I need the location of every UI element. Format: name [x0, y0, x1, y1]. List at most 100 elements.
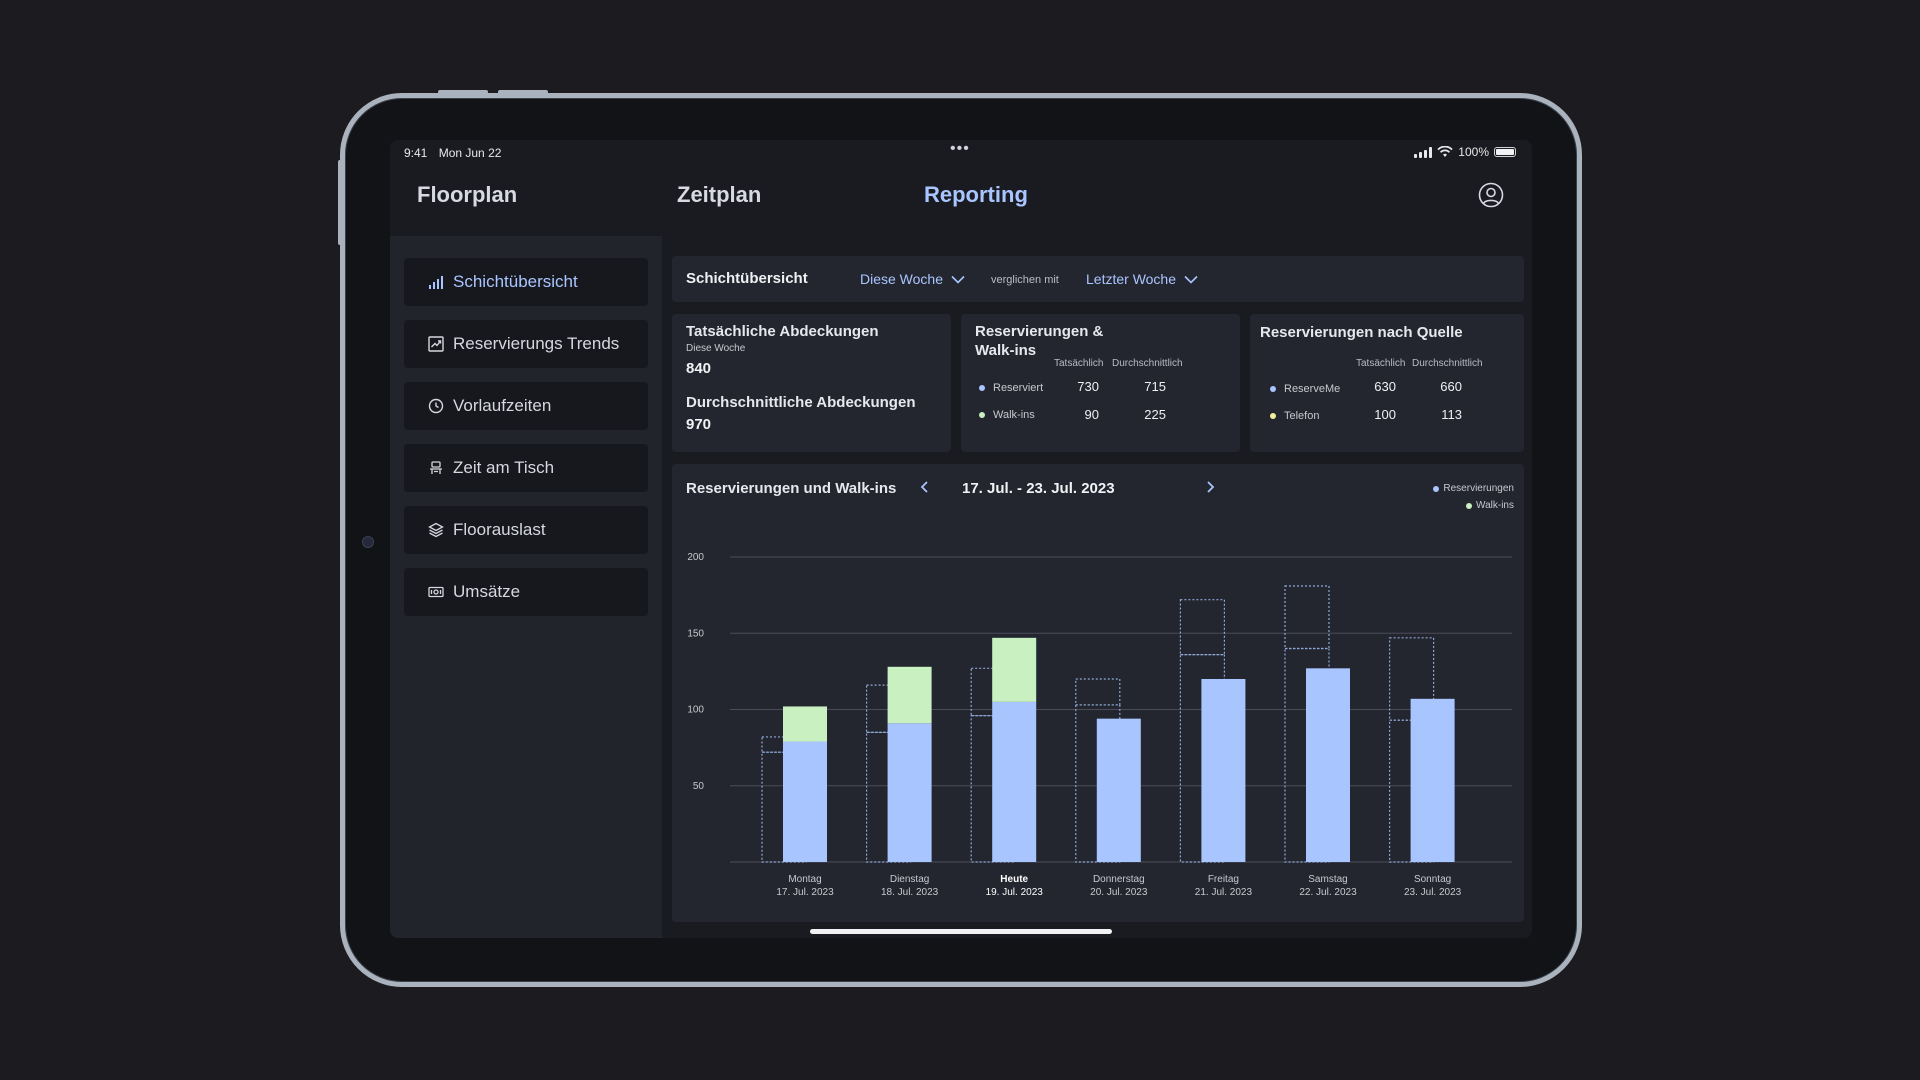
- sidebar-item-reservierungs-trends[interactable]: Reservierungs Trends: [404, 320, 648, 368]
- sidebar: Schichtübersicht Reservierungs Trends Vo…: [390, 236, 662, 938]
- profile-icon[interactable]: [1478, 182, 1504, 208]
- x-tick-label-date: 22. Jul. 2023: [1299, 887, 1357, 898]
- compare-label: verglichen mit: [991, 274, 1059, 286]
- compare-value: Letzter Woche: [1086, 271, 1177, 287]
- covers-card: Tatsächliche Abdeckungen Diese Woche 840…: [672, 314, 951, 452]
- trend-chart-icon: [428, 336, 444, 352]
- chart-panel: Reservierungen und Walk-ins 17. Jul. - 2…: [672, 464, 1524, 922]
- comparison-walkins-outline: [1075, 678, 1121, 706]
- legend-item-walkins: Walk-ins: [1433, 497, 1514, 514]
- wifi-icon: [1437, 146, 1453, 157]
- table-chairs-icon: [430, 461, 442, 474]
- status-time: 9:41: [404, 146, 428, 160]
- row-value-average: 715: [1144, 379, 1166, 394]
- legend-label: Reservierungen: [1443, 483, 1514, 494]
- row-label: ReserveMe: [1284, 383, 1341, 395]
- sidebar-item-label: Vorlaufzeiten: [453, 396, 552, 415]
- chevron-down-icon: [951, 275, 965, 284]
- row-value-average: 660: [1440, 379, 1462, 394]
- reservations-walkins-card: Reservierungen & Walk-ins Tatsächlich Du…: [961, 314, 1240, 452]
- dot-walkins: [979, 412, 985, 418]
- filter-bar: Schichtübersicht Diese Woche verglichen …: [672, 256, 1524, 302]
- bar-reservierungen: [1096, 718, 1141, 862]
- status-bar: 9:41 Mon Jun 22 ••• 100%: [390, 140, 1532, 164]
- bar-reservierungen: [1306, 668, 1350, 862]
- sidebar-item-floorauslast[interactable]: Floorauslast: [404, 506, 648, 554]
- row-value-actual: 100: [1374, 407, 1396, 422]
- period-value: Diese Woche: [860, 271, 944, 287]
- x-tick-label-day: Dienstag: [890, 874, 929, 885]
- layers-icon: [428, 522, 444, 538]
- x-tick-label-date: 20. Jul. 2023: [1090, 887, 1148, 898]
- actual-covers-subtitle: Diese Woche: [686, 343, 746, 354]
- legend-dot: [1433, 485, 1440, 492]
- y-tick-label: 50: [693, 781, 705, 792]
- sidebar-item-label: Zeit am Tisch: [453, 458, 555, 477]
- cellular-signal-icon: [1414, 146, 1433, 158]
- card-title-line1: Reservierungen &: [975, 323, 1104, 340]
- x-tick-label-day: Samstag: [1308, 874, 1347, 885]
- volume-button: [498, 90, 548, 94]
- tab-floorplan[interactable]: Floorplan: [417, 182, 518, 207]
- clock-icon: [428, 398, 444, 414]
- sidebar-item-vorlaufzeiten[interactable]: Vorlaufzeiten: [404, 382, 648, 430]
- cash-icon: [428, 586, 444, 598]
- sidebar-item-zeit-am-tisch[interactable]: Zeit am Tisch: [404, 444, 648, 492]
- bar-walkins: [887, 666, 932, 724]
- row-label: Reserviert: [993, 382, 1044, 394]
- compare-dropdown[interactable]: Letzter Woche: [1086, 271, 1198, 287]
- column-header-actual: Tatsächlich: [1054, 358, 1104, 369]
- filter-title: Schichtübersicht: [686, 270, 808, 287]
- chevron-right-icon[interactable]: [1200, 477, 1220, 497]
- x-tick-label-date: 23. Jul. 2023: [1404, 887, 1462, 898]
- x-tick-label-day: Donnerstag: [1093, 874, 1145, 885]
- row-value-actual: 90: [1084, 407, 1099, 422]
- bar-reservierungen: [783, 741, 827, 862]
- sidebar-item-schichtuebersicht[interactable]: Schichtübersicht: [404, 258, 648, 306]
- row-label: Walk-ins: [993, 409, 1035, 421]
- legend-row-reserviert: Reserviert: [979, 382, 1043, 394]
- date-range: 17. Jul. - 23. Jul. 2023: [962, 480, 1115, 497]
- x-tick-label-date: 18. Jul. 2023: [881, 887, 939, 898]
- bar-reservierungen: [1201, 679, 1246, 862]
- comparison-walkins-outline: [1179, 599, 1225, 656]
- reservations-by-source-card: Reservierungen nach Quelle Tatsächlich D…: [1250, 314, 1524, 452]
- battery-icon: [1494, 147, 1516, 157]
- dot-telefon: [1270, 413, 1276, 419]
- card-title: Reservierungen nach Quelle: [1260, 324, 1463, 341]
- volume-button: [438, 90, 488, 94]
- top-navigation: Floorplan Zeitplan Reporting: [390, 164, 1532, 224]
- chevron-down-icon: [1184, 275, 1198, 284]
- x-tick-label-date: 19. Jul. 2023: [986, 887, 1044, 898]
- row-value-average: 225: [1144, 407, 1166, 422]
- legend-row-reserveme: ReserveMe: [1270, 383, 1340, 395]
- legend-row-walkins: Walk-ins: [979, 409, 1035, 421]
- row-value-actual: 730: [1077, 379, 1099, 394]
- legend-row-telefon: Telefon: [1270, 410, 1319, 422]
- bar-reservierungen: [887, 723, 932, 862]
- dot-reserveme: [1270, 386, 1276, 392]
- y-tick-label: 150: [687, 628, 704, 639]
- status-date: Mon Jun 22: [438, 146, 502, 160]
- column-header-actual: Tatsächlich: [1356, 358, 1406, 369]
- period-dropdown[interactable]: Diese Woche: [860, 271, 965, 287]
- chart-legend: Reservierungen Walk-ins: [1433, 480, 1514, 514]
- sidebar-item-umsaetze[interactable]: Umsätze: [404, 568, 648, 616]
- chart-title: Reservierungen und Walk-ins: [686, 480, 897, 497]
- y-tick-label: 100: [687, 705, 704, 716]
- legend-item-reservierungen: Reservierungen: [1433, 480, 1514, 497]
- x-tick-label-day: Heute: [1000, 874, 1028, 885]
- sidebar-item-label: Floorauslast: [453, 520, 546, 539]
- row-value-actual: 630: [1374, 379, 1396, 394]
- chevron-left-icon[interactable]: [915, 477, 935, 497]
- actual-covers-title: Tatsächliche Abdeckungen: [686, 323, 879, 340]
- x-tick-label-day: Sonntag: [1414, 874, 1451, 885]
- multitask-dots-icon[interactable]: •••: [950, 140, 970, 157]
- bar-reservierungen: [992, 701, 1037, 862]
- y-tick-label: 200: [687, 552, 704, 563]
- tab-zeitplan[interactable]: Zeitplan: [677, 182, 762, 207]
- sidebar-item-label: Schichtübersicht: [453, 272, 578, 291]
- tab-reporting[interactable]: Reporting: [924, 182, 1028, 207]
- dot-reserviert: [979, 385, 985, 391]
- bar-chart-icon: [429, 276, 443, 289]
